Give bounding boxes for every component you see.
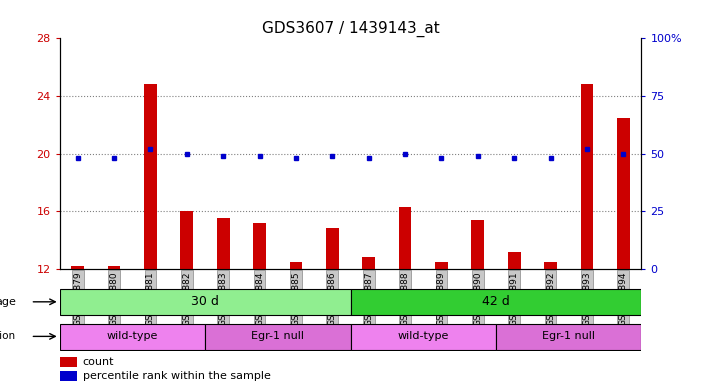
FancyBboxPatch shape [205,324,350,350]
Text: GSM424892: GSM424892 [546,271,555,326]
FancyBboxPatch shape [496,324,641,350]
Text: GSM424882: GSM424882 [182,271,191,326]
Text: GSM424888: GSM424888 [400,271,409,326]
Text: GSM424887: GSM424887 [365,271,373,326]
FancyBboxPatch shape [350,324,496,350]
Bar [144,84,157,269]
Bar [435,262,448,269]
Bar [290,262,302,269]
Text: GSM424880: GSM424880 [109,271,118,326]
Bar [217,218,230,269]
Bar [617,118,629,269]
Bar [362,257,375,269]
Bar [60,357,77,367]
Text: GSM424886: GSM424886 [328,271,336,326]
Text: 30 d: 30 d [191,295,219,308]
Text: Egr-1 null: Egr-1 null [542,331,595,341]
Text: wild-type: wild-type [107,331,158,341]
Text: GSM424889: GSM424889 [437,271,446,326]
FancyBboxPatch shape [350,290,641,315]
FancyBboxPatch shape [60,324,205,350]
Text: GSM424884: GSM424884 [255,271,264,326]
FancyBboxPatch shape [60,290,350,315]
Text: 42 d: 42 d [482,295,510,308]
Bar [544,262,557,269]
Text: age: age [0,297,16,307]
Text: genotype/variation: genotype/variation [0,331,16,341]
Text: count: count [83,357,114,367]
Bar [60,371,77,381]
Bar [72,266,84,269]
Bar [399,207,411,269]
Bar [508,252,521,269]
Text: Egr-1 null: Egr-1 null [251,331,304,341]
Text: GSM424885: GSM424885 [292,271,301,326]
Bar [108,266,121,269]
Text: GSM424894: GSM424894 [619,271,627,326]
Bar [253,223,266,269]
Text: GSM424879: GSM424879 [74,271,82,326]
Bar [326,228,339,269]
Title: GDS3607 / 1439143_at: GDS3607 / 1439143_at [261,21,440,37]
Text: wild-type: wild-type [397,331,449,341]
Text: GSM424890: GSM424890 [473,271,482,326]
Bar [580,84,593,269]
Text: GSM424883: GSM424883 [219,271,228,326]
Text: percentile rank within the sample: percentile rank within the sample [83,371,271,381]
Text: GSM424891: GSM424891 [510,271,519,326]
Bar [471,220,484,269]
Text: GSM424893: GSM424893 [583,271,592,326]
Bar [180,211,193,269]
Text: GSM424881: GSM424881 [146,271,155,326]
